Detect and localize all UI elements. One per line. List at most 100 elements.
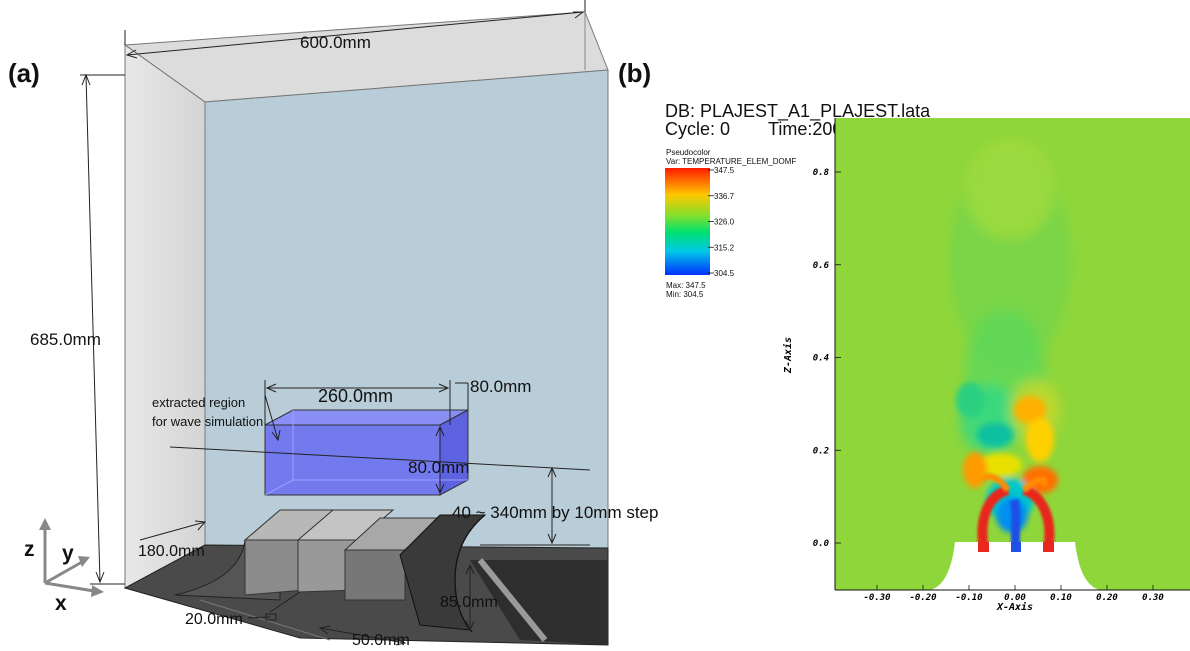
x-tick-label: 0.00: [1004, 593, 1026, 603]
x-label: x: [55, 592, 67, 615]
dim-length-text: 260.0mm: [318, 386, 393, 406]
annotation-line-1: extracted region: [152, 395, 245, 410]
dimension-labels: 600.0mm 685.0mm 260.0mm 80.0mm 80.0mm 40…: [30, 33, 658, 649]
dim-spacing-text: 50.0mm: [352, 632, 410, 649]
extracted-region-box: [264, 409, 469, 496]
annotation-line-2: for wave simulation: [152, 414, 263, 429]
time-text: Time:200: [768, 119, 842, 139]
x-axis-label: X-Axis: [996, 601, 1033, 613]
panel-b-label: (b): [618, 58, 651, 88]
arrow: [271, 429, 281, 442]
arrow: [394, 637, 407, 646]
x-tick-label: -0.10: [955, 593, 983, 603]
z-tick-label: 0.8: [813, 168, 829, 178]
dim-depth-text: 80.0mm: [470, 377, 531, 396]
axis-triad: z y x: [24, 518, 104, 615]
dim-box-height-text: 80.0mm: [408, 458, 469, 477]
box-hidden-edge: [264, 479, 294, 496]
x-tick-label: 0.30: [1142, 593, 1164, 603]
dim-depth180-text: 180.0mm: [138, 543, 205, 560]
arrow: [435, 425, 445, 437]
arrow: [265, 383, 277, 393]
arrow: [81, 73, 91, 86]
z-tick-label: 0.0: [813, 539, 830, 549]
legend-tick-label: 304.5: [714, 269, 735, 278]
bottom-structure: [174, 509, 487, 633]
legend-max: Max: 347.5: [666, 281, 706, 290]
dimension-lines: [80, 0, 591, 646]
inlet-cold: [1011, 542, 1021, 552]
dim-height-text: 685.0mm: [30, 330, 101, 349]
legend-tick-label: 326.0: [714, 218, 735, 227]
panel-a: (a): [8, 0, 658, 649]
dim-slot-text: 20.0mm: [185, 611, 243, 628]
dim-range-text: 40 ~ 340mm by 10mm step: [452, 503, 658, 522]
y-axis-arrow: [44, 560, 83, 585]
floor-line: [199, 599, 331, 641]
solid-structure: [835, 542, 1190, 590]
box-side-face: [439, 409, 469, 496]
z-tick-label: 0.2: [813, 446, 829, 456]
plot-axes: 0.8 0.6 0.4 0.2 0.0 -0.30 -0.20 -0.10 0.00 0.10 0…: [782, 118, 1190, 613]
dim-slot-marker: [265, 613, 277, 621]
panel-a-label: (a): [8, 58, 40, 88]
annotation-leader: [264, 394, 279, 441]
y-label: y: [62, 542, 74, 565]
x-tick-label: 0.10: [1050, 593, 1072, 603]
floor-stripe: [477, 558, 548, 642]
arrow: [194, 520, 207, 531]
x-tick-label: -0.30: [863, 593, 891, 603]
cycle-text: Cycle: 0: [665, 119, 730, 139]
tank-left-wall: [124, 44, 206, 589]
x-tick-label: 0.20: [1096, 593, 1118, 603]
dim-height-line: [85, 74, 101, 583]
dim-radius-text: 85.0mm: [440, 594, 498, 611]
legend-var: Var: TEMPERATURE_ELEM_DOMF: [666, 157, 796, 166]
z-ticks: 0.8 0.6 0.4 0.2 0.0: [813, 168, 841, 549]
arrow: [573, 11, 585, 19]
arrow: [95, 571, 105, 584]
dim-width-text: 600.0mm: [300, 33, 371, 52]
z-arrowhead: [39, 518, 51, 530]
dim-depth180-line: [139, 521, 206, 541]
panel-b: (b) DB: PLAJEST_A1_PLAJEST.lata Cycle: 0…: [618, 58, 1190, 613]
inlet-hot-right: [1043, 542, 1054, 552]
arrow: [125, 49, 138, 59]
arrow: [547, 533, 557, 545]
level-line: [169, 446, 591, 471]
arrow: [438, 383, 450, 393]
arrow: [465, 563, 475, 575]
x-tick-label: -0.20: [909, 593, 937, 603]
floor-dark-region: [470, 560, 608, 645]
z-axis-label: Z-Axis: [782, 337, 794, 374]
color-legend: Pseudocolor Var: TEMPERATURE_ELEM_DOMF 3…: [665, 148, 796, 299]
x-axis-arrow: [44, 581, 95, 593]
x-arrowhead: [91, 585, 104, 597]
dim-width-line: [126, 11, 584, 56]
dim-ext: [269, 591, 301, 613]
db-title: DB: PLAJEST_A1_PLAJEST.lata: [665, 101, 931, 122]
block-3-front: [344, 549, 406, 601]
legend-colorbar: [665, 168, 710, 275]
arrow: [318, 625, 331, 635]
legend-title: Pseudocolor: [666, 148, 711, 157]
z-label: z: [24, 538, 35, 561]
curve-outline: [454, 514, 486, 633]
y-arrowhead: [78, 556, 90, 567]
legend-tick-label: 315.2: [714, 243, 735, 252]
dim-spacing-line: [319, 627, 406, 644]
inlet-hot-left: [978, 542, 989, 552]
box-top-face: [264, 409, 469, 426]
temperature-field: [835, 118, 1190, 590]
arrow: [435, 483, 445, 495]
arrow: [465, 620, 475, 632]
arrow: [547, 466, 557, 478]
box-front-face: [264, 424, 441, 496]
plume-jets: [977, 473, 1055, 551]
legend-min: Min: 304.5: [666, 290, 704, 299]
block-1-front: [244, 539, 306, 596]
z-tick-label: 0.6: [813, 261, 830, 271]
legend-tick-label: 336.7: [714, 192, 735, 201]
legend-ticks: 347.5 336.7 326.0 315.2 304.5: [708, 166, 735, 278]
x-ticks: -0.30 -0.20 -0.10 0.00 0.10 0.20 0.30: [863, 585, 1164, 603]
